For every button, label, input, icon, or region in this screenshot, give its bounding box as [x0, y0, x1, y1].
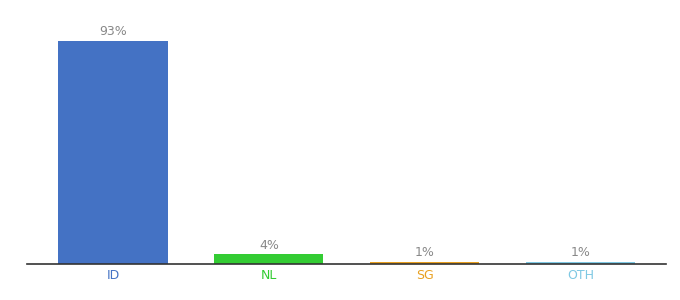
- Bar: [526, 262, 635, 264]
- Bar: [370, 262, 479, 264]
- Bar: [214, 254, 324, 264]
- Bar: [58, 41, 167, 264]
- Text: 1%: 1%: [571, 246, 591, 259]
- Text: 4%: 4%: [259, 239, 279, 252]
- Text: 1%: 1%: [415, 246, 435, 259]
- Text: 93%: 93%: [99, 26, 127, 38]
